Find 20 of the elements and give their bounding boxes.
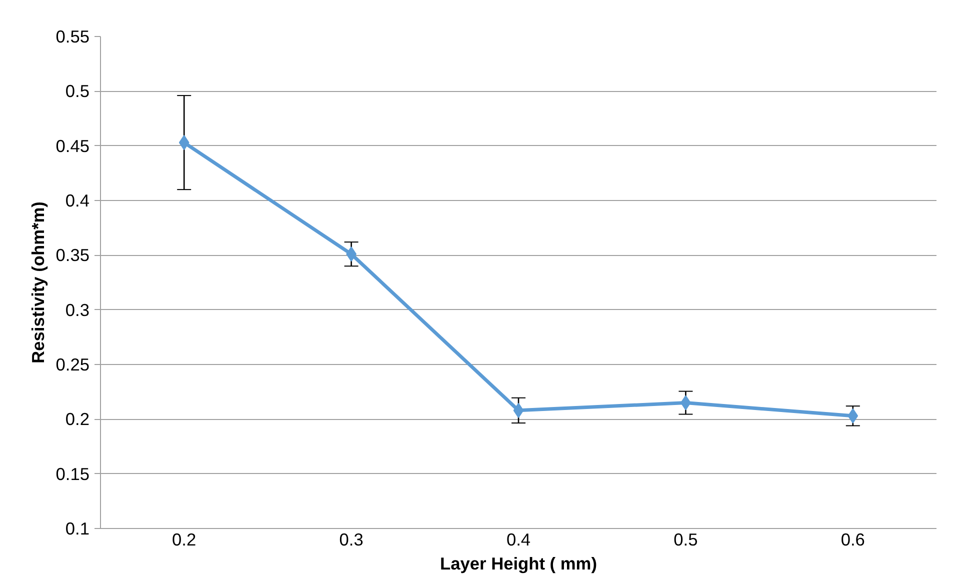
y-tick-label: 0.1 xyxy=(65,518,90,538)
point xyxy=(178,135,190,150)
point xyxy=(848,408,858,424)
point xyxy=(513,402,524,418)
x-tick-label: 0.2 xyxy=(172,530,196,550)
y-axis-title: Resistivity (ohm*m) xyxy=(28,202,48,364)
x-tick-label: 0.5 xyxy=(674,530,698,550)
y-tick-label: 0.45 xyxy=(56,136,90,156)
y-tick-label: 0.2 xyxy=(65,409,90,430)
x-axis-title: Layer Height ( mm) xyxy=(440,554,597,574)
y-tick-label: 0.15 xyxy=(56,464,90,484)
y-tick-label: 0.3 xyxy=(65,300,90,320)
y-tick-label: 0.25 xyxy=(56,354,90,374)
x-tick-label: 0.4 xyxy=(506,530,531,550)
y-tick-label: 0.35 xyxy=(56,245,90,266)
y-tick-label: 0.55 xyxy=(56,26,90,46)
y-tick-label: 0.4 xyxy=(65,190,90,210)
x-tick-label: 0.6 xyxy=(840,530,865,550)
x-tick-label: 0.3 xyxy=(339,530,364,550)
y-tick-label: 0.5 xyxy=(65,81,90,102)
